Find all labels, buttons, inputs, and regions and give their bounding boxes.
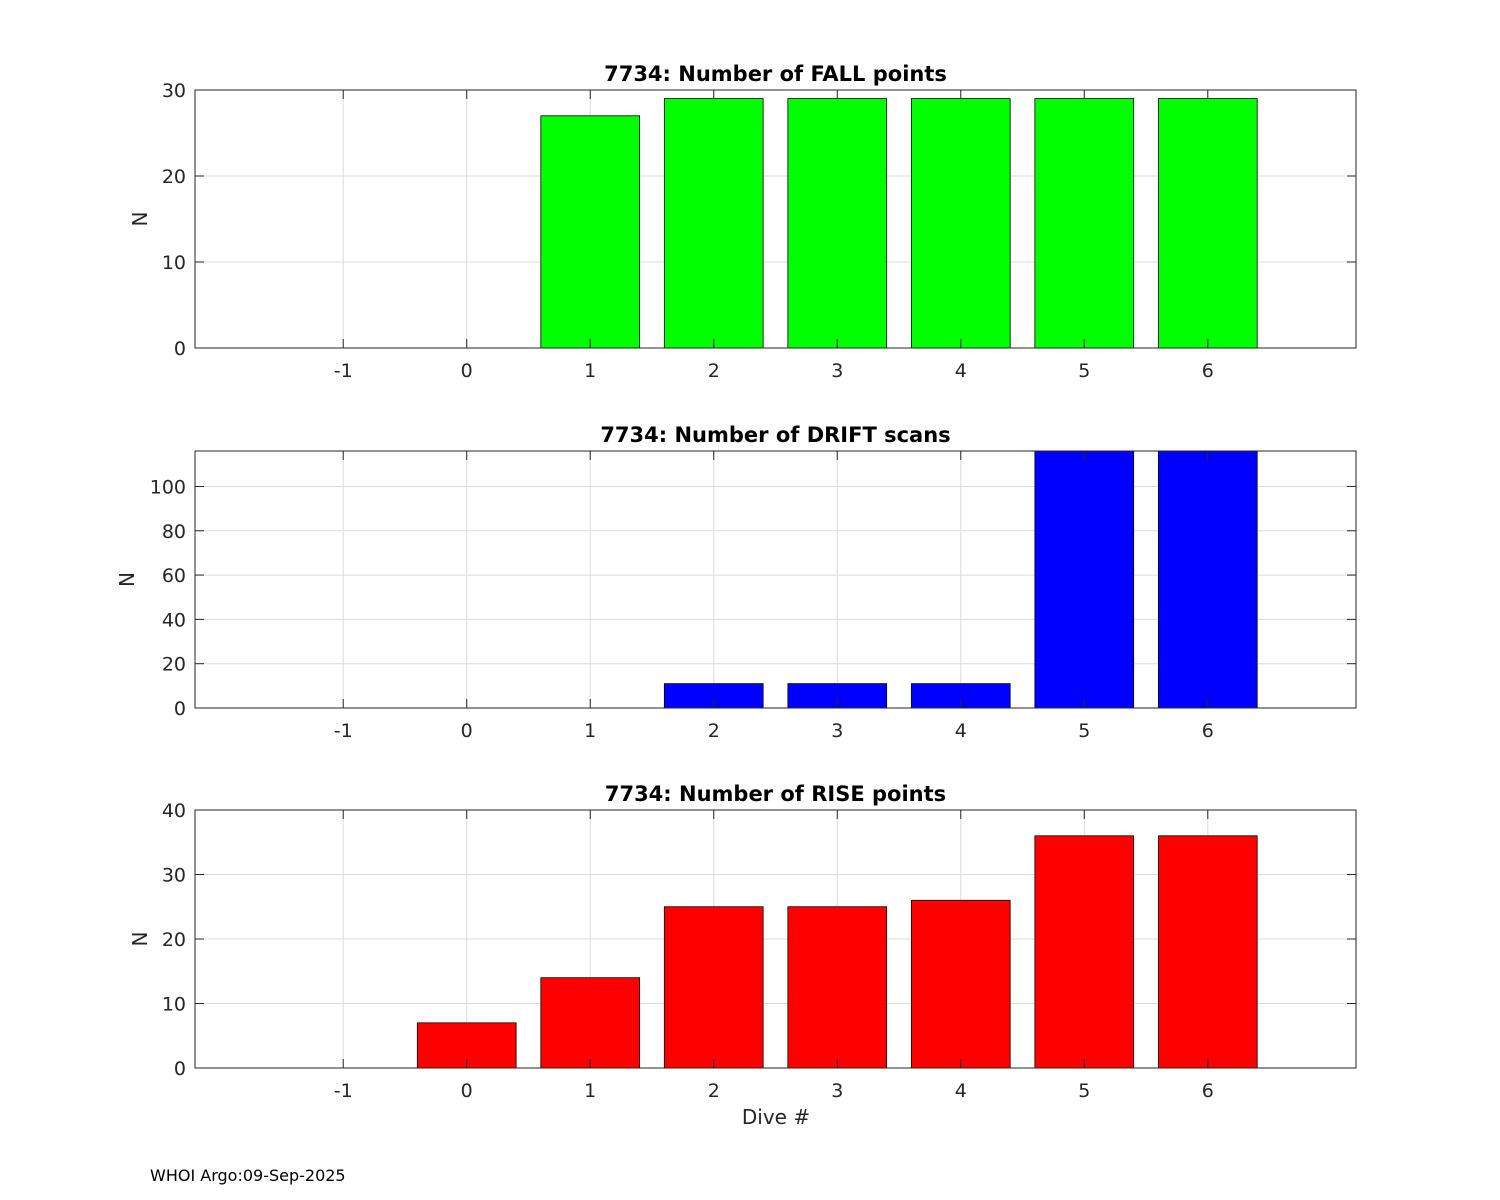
chart-title: 7734: Number of DRIFT scans (600, 423, 950, 447)
bar-dive-4 (910, 98, 1011, 349)
x-tick-label: 1 (584, 360, 596, 382)
y-tick-label: 20 (162, 166, 186, 188)
x-axis-label: Dive # (742, 1105, 810, 1129)
x-tick-label: -1 (334, 720, 353, 742)
y-axis-label: N (128, 212, 152, 227)
y-tick-label: 80 (162, 521, 186, 543)
footer-stamp: WHOI Argo:09-Sep-2025 (150, 1166, 346, 1185)
y-tick-label: 20 (162, 654, 186, 676)
x-tick-label: 5 (1078, 1080, 1090, 1102)
y-tick-label: 40 (162, 609, 186, 631)
x-tick-label: 6 (1202, 360, 1214, 382)
y-tick-label: 40 (162, 800, 186, 822)
bar-dive-6 (1157, 835, 1258, 1069)
bar-dive-1 (540, 977, 641, 1069)
chart-title: 7734: Number of FALL points (604, 62, 947, 86)
y-tick-label: 100 (150, 476, 186, 498)
x-tick-label: 6 (1202, 1080, 1214, 1102)
y-axis-label: N (128, 932, 152, 947)
x-tick-label: 4 (955, 1080, 967, 1102)
y-tick-label: 60 (162, 565, 186, 587)
y-tick-label: 30 (162, 80, 186, 102)
x-tick-label: 0 (461, 1080, 473, 1102)
y-tick-label: 0 (174, 698, 186, 720)
bar-dive-1 (540, 115, 641, 349)
bar-dive-4 (910, 899, 1011, 1069)
chart-panel-3: -1 0 1 2 3 4 5 6 0 10 20 30 40 7734: Number of RISE p… (128, 782, 1357, 1102)
x-tick-label: -1 (334, 360, 353, 382)
bar-dive-3 (787, 98, 888, 349)
bar-dive-2 (663, 98, 764, 349)
bar-dive-5 (1034, 98, 1135, 349)
x-tick-label: 6 (1202, 720, 1214, 742)
chart-panel-1: -1 0 1 2 3 4 5 6 0 10 20 30 7734: Number of FALL poi… (128, 62, 1357, 382)
axes-box (194, 450, 1357, 709)
x-tick-label: -1 (334, 1080, 353, 1102)
y-tick-label: 30 (162, 865, 186, 887)
x-tick-label: 1 (584, 1080, 596, 1102)
x-tick-label: 5 (1078, 720, 1090, 742)
y-axis-label: N (115, 572, 139, 587)
y-tick-label: 0 (174, 338, 186, 360)
x-tick-label: 4 (955, 720, 967, 742)
axes-box (194, 89, 1357, 349)
x-tick-label: 2 (708, 1080, 720, 1102)
x-tick-label: 0 (461, 360, 473, 382)
x-tick-label: 5 (1078, 360, 1090, 382)
bar-dive-5 (1034, 835, 1135, 1069)
x-tick-label: 1 (584, 720, 596, 742)
bar-dive-6 (1157, 98, 1258, 349)
bar-dive-6 (1157, 450, 1258, 709)
bar-dive-2 (663, 906, 764, 1069)
bar-dive-3 (787, 906, 888, 1069)
y-tick-label: 20 (162, 929, 186, 951)
x-tick-label: 2 (708, 720, 720, 742)
y-tick-label: 0 (174, 1058, 186, 1080)
x-tick-label: 3 (831, 1080, 843, 1102)
x-tick-label: 4 (955, 360, 967, 382)
x-tick-label: 2 (708, 360, 720, 382)
y-tick-label: 10 (162, 994, 186, 1016)
chart-title: 7734: Number of RISE points (605, 782, 946, 806)
x-tick-label: 3 (831, 720, 843, 742)
x-tick-label: 3 (831, 360, 843, 382)
x-tick-label: 0 (461, 720, 473, 742)
y-tick-label: 10 (162, 252, 186, 274)
bar-dive-5 (1034, 450, 1135, 709)
